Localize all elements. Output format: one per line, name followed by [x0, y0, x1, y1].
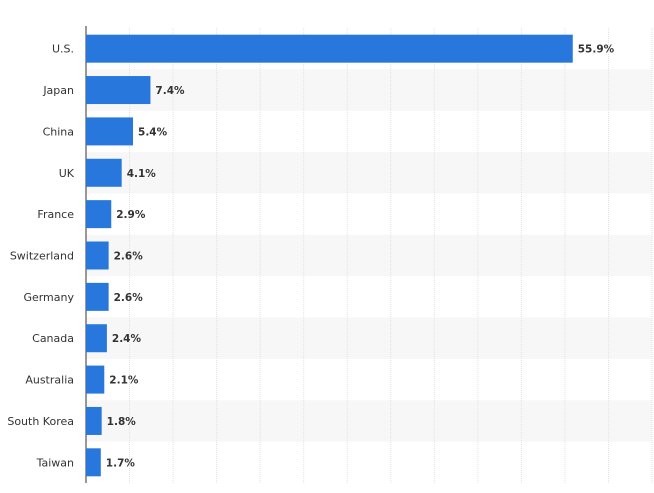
- row-stripe: [86, 69, 652, 111]
- value-label: 2.6%: [114, 251, 144, 263]
- value-label: 2.9%: [116, 209, 146, 221]
- bar[interactable]: [86, 241, 109, 270]
- value-label: 1.8%: [107, 416, 137, 428]
- value-label: 4.1%: [127, 168, 157, 180]
- bar[interactable]: [86, 34, 573, 63]
- bar[interactable]: [86, 282, 109, 311]
- bar[interactable]: [86, 365, 105, 394]
- value-label: 2.4%: [112, 333, 142, 345]
- category-label: Switzerland: [10, 250, 74, 263]
- value-label: 2.6%: [114, 292, 144, 304]
- bar[interactable]: [86, 76, 151, 105]
- value-label: 55.9%: [578, 44, 615, 56]
- category-label: Taiwan: [36, 456, 74, 469]
- category-label: Canada: [32, 332, 74, 345]
- row-stripe: [86, 400, 652, 442]
- bar[interactable]: [86, 324, 107, 353]
- value-label: 7.4%: [155, 85, 185, 97]
- category-label: Australia: [25, 374, 74, 387]
- category-label: France: [37, 208, 74, 221]
- value-labels: 55.9% 7.4% 5.4% 4.1% 2.9% 2.6% 2.6% 2.4% 2.1% 1.8…: [106, 44, 615, 470]
- bar[interactable]: [86, 448, 101, 477]
- bar[interactable]: [86, 158, 122, 187]
- category-label: China: [43, 125, 74, 138]
- category-label: UK: [59, 167, 75, 180]
- row-stripes: [86, 69, 652, 442]
- value-label: 1.7%: [106, 457, 136, 469]
- bar[interactable]: [86, 200, 112, 229]
- row-stripe: [86, 317, 652, 359]
- category-label: Japan: [42, 84, 74, 97]
- category-label: South Korea: [7, 415, 74, 428]
- row-stripe: [86, 234, 652, 277]
- category-label: Germany: [23, 291, 74, 304]
- row-stripe: [86, 152, 652, 194]
- bars: [86, 34, 573, 477]
- bar[interactable]: [86, 406, 102, 435]
- value-label: 2.1%: [109, 375, 139, 387]
- value-label: 5.4%: [138, 126, 168, 138]
- category-label: U.S.: [52, 43, 74, 56]
- category-labels: U.S. Japan China UK France Switzerland Germany…: [7, 43, 74, 470]
- bar[interactable]: [86, 117, 134, 146]
